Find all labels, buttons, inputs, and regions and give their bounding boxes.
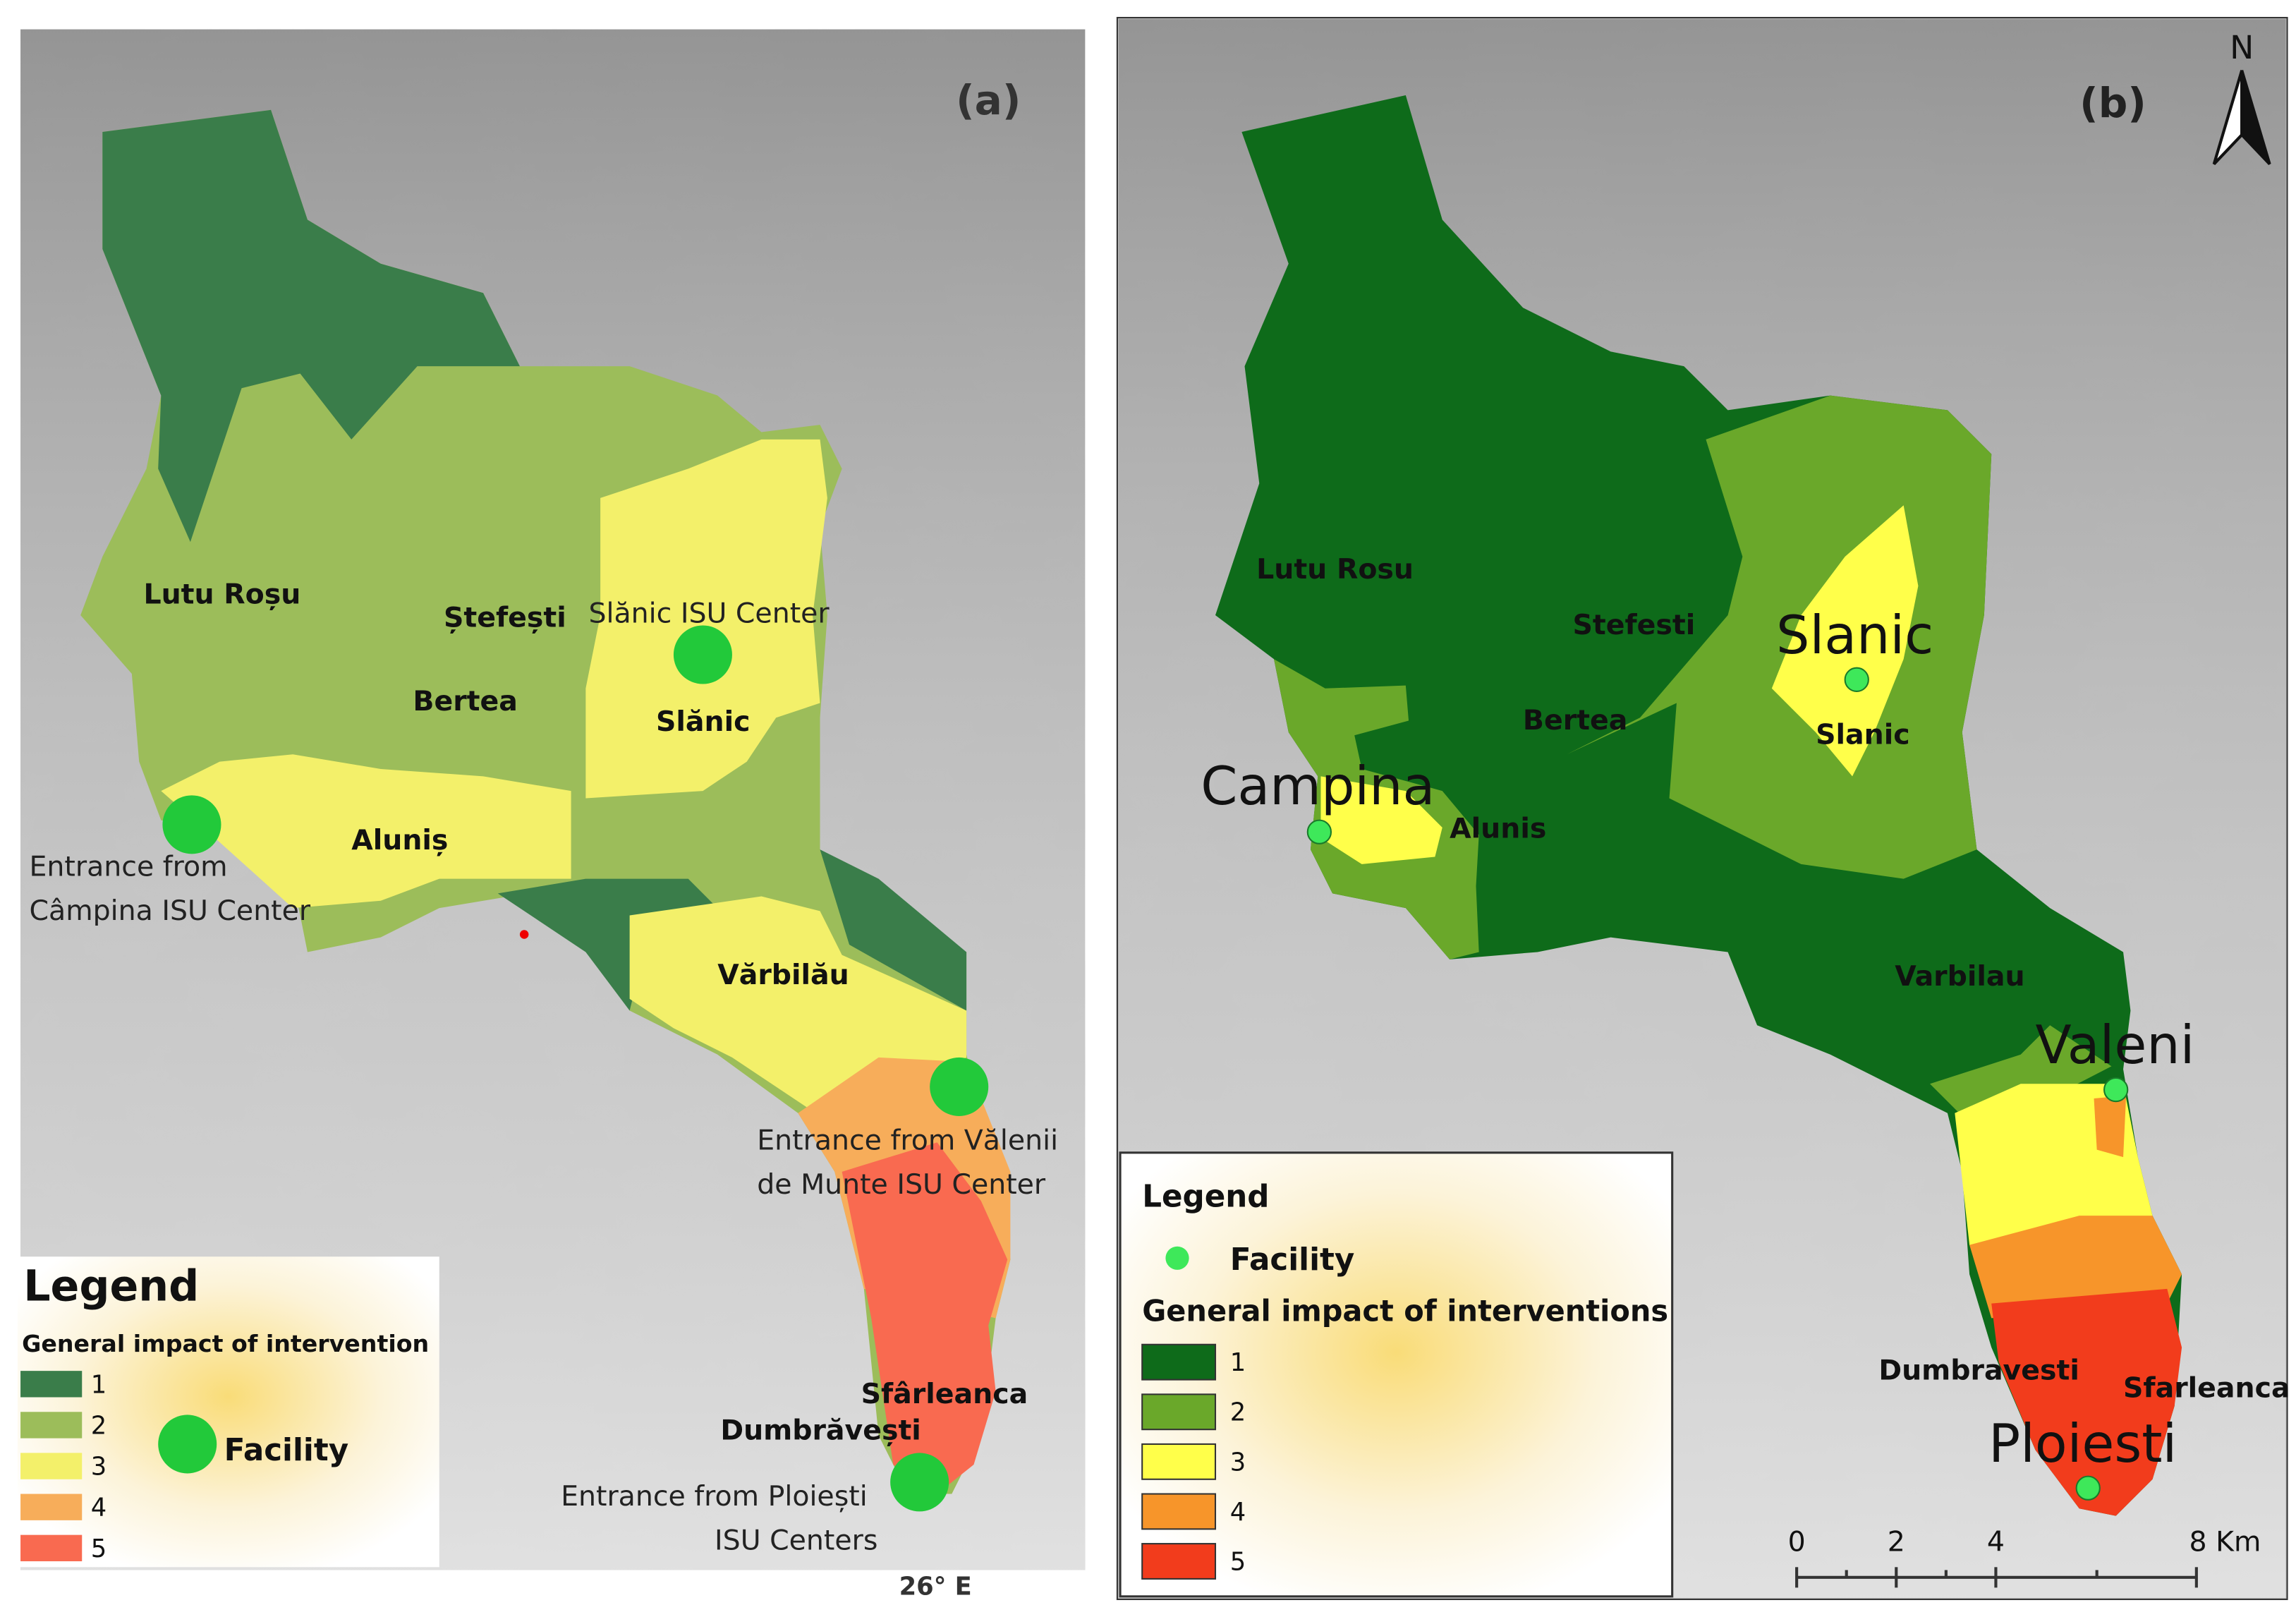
place-label: Dumbravesti [1878, 1355, 2079, 1387]
place-label: Dumbrăvești [720, 1415, 921, 1447]
facility [890, 1453, 949, 1512]
scale-label: 0 [1788, 1525, 1806, 1558]
legend-subtitle: General impact of interventions [1142, 1294, 1668, 1328]
legend-label: 5 [1230, 1547, 1246, 1576]
legend-swatch [20, 1453, 83, 1479]
marker [519, 930, 529, 939]
facility [673, 625, 732, 684]
scale-label: 2 [1888, 1525, 1905, 1558]
zone-class-2 [1930, 1025, 2112, 1113]
zone-class-5 [842, 1142, 1008, 1494]
legend-subtitle: General impact of intervention [22, 1330, 429, 1357]
legend-label: Facility [224, 1433, 349, 1468]
legend-swatch [1141, 1443, 1217, 1480]
legend-swatch [1141, 1393, 1217, 1431]
legend-title: Legend [23, 1262, 199, 1312]
facility [1844, 667, 1869, 692]
facility [930, 1057, 989, 1116]
place-label: Bertea [413, 685, 517, 717]
zone-class-1 [820, 849, 967, 1011]
zone-class-3 [585, 439, 827, 799]
place-label: Alunis [1450, 813, 1546, 845]
place-label: Bertea [1523, 704, 1627, 737]
place-label: Lutu Rosu [1256, 553, 1414, 586]
annotation: Slănic ISU Center [589, 597, 830, 629]
annotation: Entrance from [30, 850, 228, 883]
legend-swatch [20, 1371, 83, 1398]
legend-facility [158, 1415, 217, 1474]
place-label: Ștefești [444, 602, 566, 634]
place-label: Slănic [656, 705, 751, 738]
annotation: ISU Centers [715, 1524, 877, 1556]
legend-label: 4 [1230, 1498, 1246, 1527]
place-label: Stefesti [1573, 609, 1696, 641]
legend-label: 3 [91, 1453, 107, 1482]
place-label: Varbilau [1895, 960, 2024, 993]
legend-swatch [20, 1534, 83, 1562]
annotation: de Munte ISU Center [757, 1168, 1046, 1201]
legend-label: 2 [1230, 1398, 1246, 1427]
legend-swatch [1141, 1543, 1217, 1580]
place-label: Lutu Roșu [143, 578, 300, 610]
facility [2103, 1077, 2129, 1103]
panel-tag: (a) [956, 76, 1021, 124]
legend-title: Legend [1142, 1180, 1269, 1215]
zone-class-3 [1771, 505, 1919, 777]
annotation: Entrance from Ploiești [561, 1480, 868, 1513]
legend-label: 5 [91, 1534, 107, 1563]
town-label: Campina [1201, 756, 1435, 817]
legend-a: Legend General impact of intervention 1 … [17, 1256, 439, 1568]
zone-class-4 [2094, 1095, 2127, 1158]
legend-label: Facility [1230, 1242, 1355, 1278]
legend-swatch [1141, 1343, 1217, 1381]
zone-class-2 [1567, 395, 1992, 879]
place-label: Aluniș [351, 824, 448, 856]
town-label: Valeni [2035, 1015, 2194, 1076]
scale-label: 8 Km [2189, 1525, 2261, 1558]
zone-class-1 [102, 109, 520, 543]
legend-label: 1 [1230, 1348, 1246, 1377]
scale-bar [1795, 1567, 2198, 1588]
legend-label: 4 [91, 1494, 107, 1522]
north-label: N [2230, 29, 2254, 66]
place-label: Slanic [1816, 719, 1910, 751]
zone-class-5 [1991, 1288, 2182, 1516]
legend-facility [1165, 1246, 1189, 1270]
facility [2075, 1475, 2101, 1501]
annotation: Câmpina ISU Center [30, 895, 311, 927]
town-label: Slanic [1776, 605, 1933, 666]
place-label: Vărbilău [717, 959, 849, 991]
town-label: Ploiesti [1988, 1413, 2177, 1474]
place-label: Sfârleanca [861, 1378, 1028, 1410]
place-label: Sfarleanca [2123, 1372, 2290, 1405]
scale-label: 4 [1987, 1525, 2005, 1558]
panel-a: (a) Lutu Roșu Ștefești Bertea Slănic Alu… [17, 29, 1086, 1601]
legend-b: Legend Facility General impact of interv… [1119, 1151, 1674, 1598]
facility [162, 795, 221, 854]
legend-label: 2 [91, 1411, 107, 1440]
legend-swatch [20, 1494, 83, 1520]
legend-box [17, 1256, 439, 1568]
legend-swatch [20, 1412, 83, 1439]
legend-label: 1 [91, 1370, 107, 1399]
annotation: Entrance from Vălenii [757, 1125, 1058, 1157]
zone-class-3 [161, 754, 571, 909]
legend-label: 3 [1230, 1448, 1246, 1477]
north-arrow [2240, 70, 2271, 166]
zone-class-3 [1320, 776, 1442, 864]
longitude-label: 26° E [899, 1573, 972, 1601]
panel-b: (b) N Lutu Rosu Stefesti Bertea Slanic A… [1116, 16, 2290, 1601]
facility [1306, 819, 1332, 844]
panel-tag: (b) [2079, 79, 2146, 127]
legend-swatch [1141, 1493, 1217, 1530]
